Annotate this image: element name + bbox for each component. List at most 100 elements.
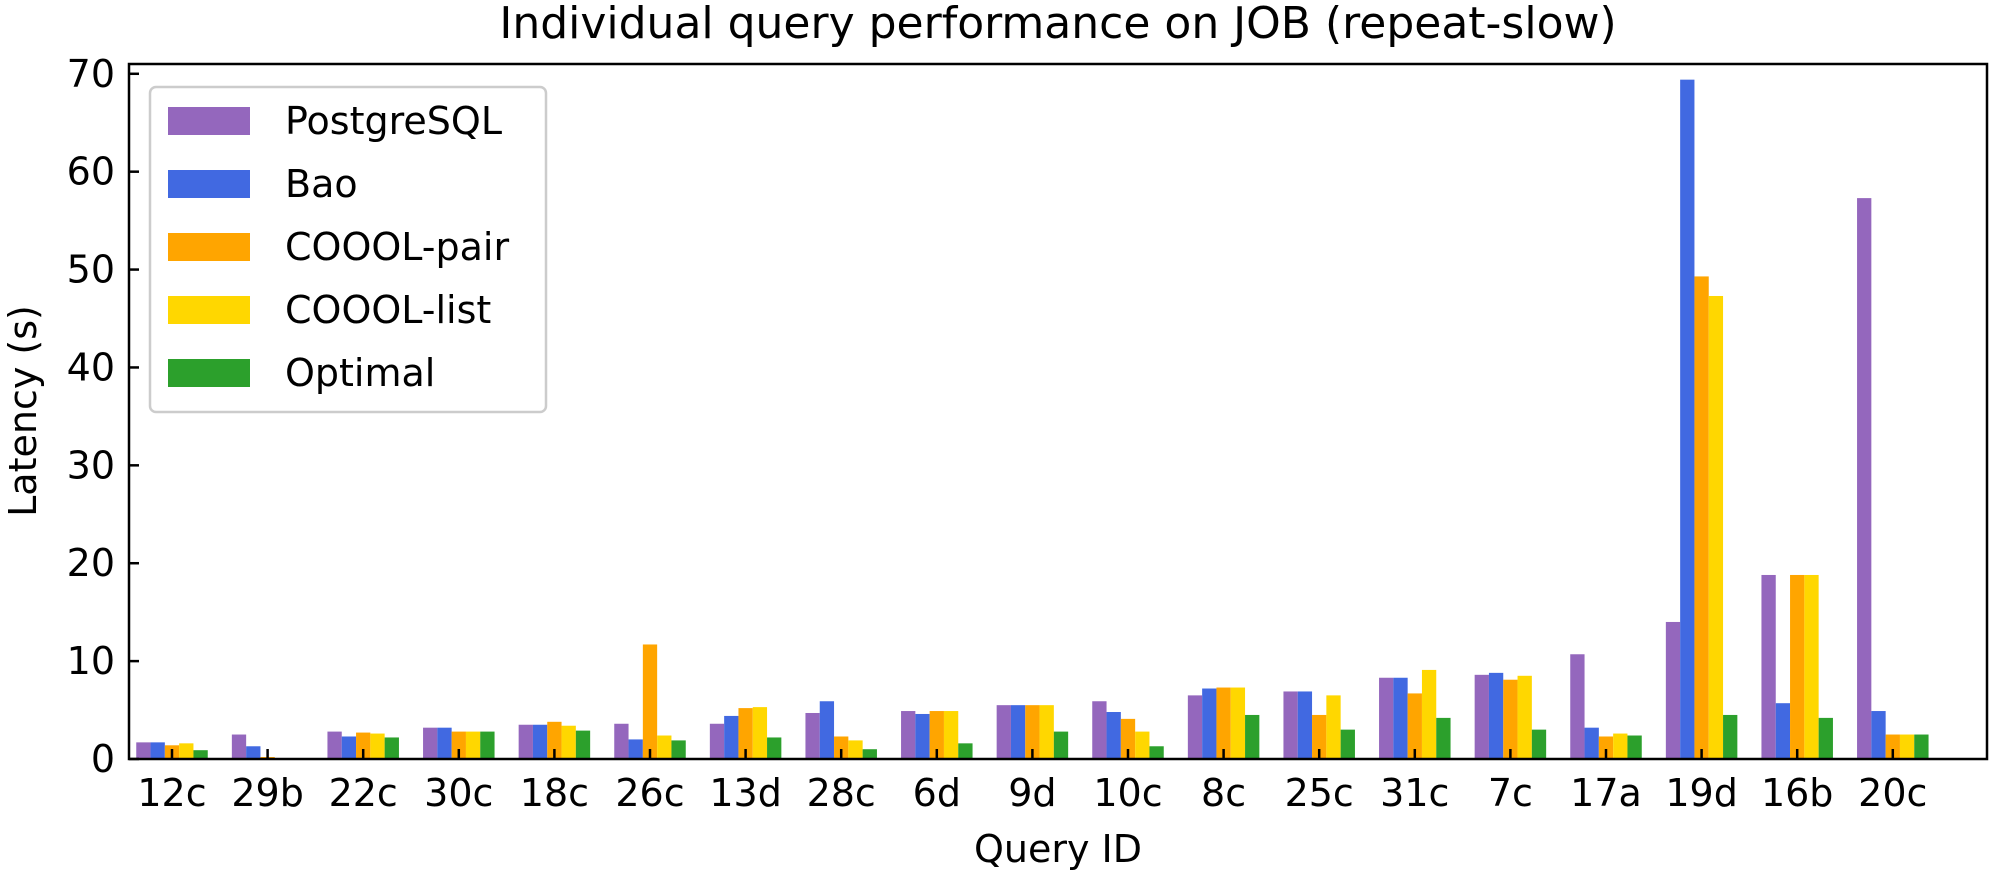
bar xyxy=(1379,677,1394,759)
bar xyxy=(1914,734,1929,759)
bar xyxy=(1092,701,1107,759)
bar xyxy=(370,733,385,759)
y-axis: 0 10 20 30 40 50 60 70 xyxy=(67,52,139,781)
x-tick-label: 19d xyxy=(1665,771,1737,815)
bar xyxy=(1230,687,1246,759)
bar xyxy=(451,731,466,759)
bar xyxy=(246,746,261,759)
bar xyxy=(1421,669,1437,759)
bar xyxy=(1245,714,1260,759)
bars-layer xyxy=(136,79,1929,760)
bar xyxy=(614,723,629,759)
bar xyxy=(1025,705,1040,759)
legend-swatch xyxy=(168,296,250,324)
bar xyxy=(193,750,208,759)
bar xyxy=(465,731,481,759)
y-tick-label: 0 xyxy=(91,737,115,781)
bar xyxy=(1187,695,1203,759)
bar xyxy=(1106,712,1121,759)
y-tick-label: 40 xyxy=(67,345,115,389)
legend-label: PostgreSQL xyxy=(285,99,502,143)
x-tick-label: 13d xyxy=(709,771,781,815)
bar xyxy=(1723,714,1738,759)
bar xyxy=(1488,672,1504,759)
bar xyxy=(642,644,658,759)
bar xyxy=(136,742,151,759)
bar xyxy=(1503,679,1518,759)
bar xyxy=(1010,705,1026,759)
bar xyxy=(915,713,930,759)
bar xyxy=(1120,718,1136,759)
bar xyxy=(1531,729,1547,759)
y-tick-label: 50 xyxy=(67,248,115,292)
bar xyxy=(384,737,399,759)
bar xyxy=(561,725,576,759)
bar xyxy=(1297,691,1313,759)
bar xyxy=(1885,734,1900,759)
bar xyxy=(819,701,835,759)
bar xyxy=(767,737,782,759)
x-tick-label: 10c xyxy=(1093,771,1162,815)
legend-label: COOOL-list xyxy=(285,288,491,332)
bar xyxy=(1818,717,1833,759)
bar xyxy=(1474,674,1489,759)
bar xyxy=(848,740,863,759)
bar xyxy=(423,727,438,759)
x-tick-label: 26c xyxy=(615,771,684,815)
chart-title: Individual query performance on JOB (rep… xyxy=(499,0,1616,49)
bar xyxy=(1598,736,1614,759)
y-tick-label: 20 xyxy=(67,541,115,585)
bar xyxy=(1407,693,1422,759)
legend: PostgreSQL Bao COOOL-pair COOOL-list Optimal xyxy=(148,85,548,414)
bar xyxy=(518,724,533,759)
legend-swatch xyxy=(168,107,250,135)
bar xyxy=(437,727,452,759)
bar xyxy=(231,734,247,759)
bar xyxy=(752,707,768,759)
x-tick-label: 9d xyxy=(1008,771,1056,815)
y-tick-label: 10 xyxy=(67,639,115,683)
bar xyxy=(1694,276,1709,759)
y-tick-label: 70 xyxy=(67,52,115,96)
bar xyxy=(1312,714,1327,759)
bar xyxy=(532,724,548,759)
y-tick-label: 60 xyxy=(67,150,115,194)
x-tick-label: 16b xyxy=(1761,771,1833,815)
x-tick-label: 29b xyxy=(231,771,303,815)
x-tick-label: 17a xyxy=(1570,771,1642,815)
bar xyxy=(1627,735,1642,759)
bar xyxy=(327,731,342,759)
legend-frame xyxy=(148,85,548,414)
bar xyxy=(1039,705,1054,759)
x-axis: 12c 29b 22c 30c 18c 26c 13d 28c 6d 9d 10c 8c 25c 31c 7… xyxy=(137,749,1927,815)
bar xyxy=(1871,711,1886,759)
bar xyxy=(1340,729,1355,759)
bar xyxy=(1436,717,1451,759)
x-tick-label: 7c xyxy=(1488,771,1533,815)
bar xyxy=(1899,734,1915,759)
bar xyxy=(657,735,672,759)
legend-swatch xyxy=(168,233,250,261)
bar xyxy=(150,742,165,759)
bar xyxy=(724,715,739,759)
x-tick-label: 12c xyxy=(137,771,206,815)
x-tick-label: 20c xyxy=(1858,771,1927,815)
bar xyxy=(1584,727,1599,759)
bar xyxy=(1680,79,1695,759)
bar xyxy=(575,730,591,759)
bar xyxy=(1790,574,1805,759)
bar xyxy=(834,736,849,759)
bar xyxy=(1804,574,1819,759)
bar xyxy=(356,732,371,759)
bar xyxy=(1665,621,1681,759)
bar xyxy=(805,712,820,759)
bar xyxy=(1135,731,1150,759)
bar xyxy=(943,711,959,759)
bar xyxy=(996,705,1011,759)
bar xyxy=(1216,687,1231,759)
bar xyxy=(1283,691,1298,759)
legend-label: Optimal xyxy=(285,351,435,395)
bar xyxy=(179,743,194,759)
bar xyxy=(1517,675,1532,759)
x-tick-label: 30c xyxy=(424,771,493,815)
